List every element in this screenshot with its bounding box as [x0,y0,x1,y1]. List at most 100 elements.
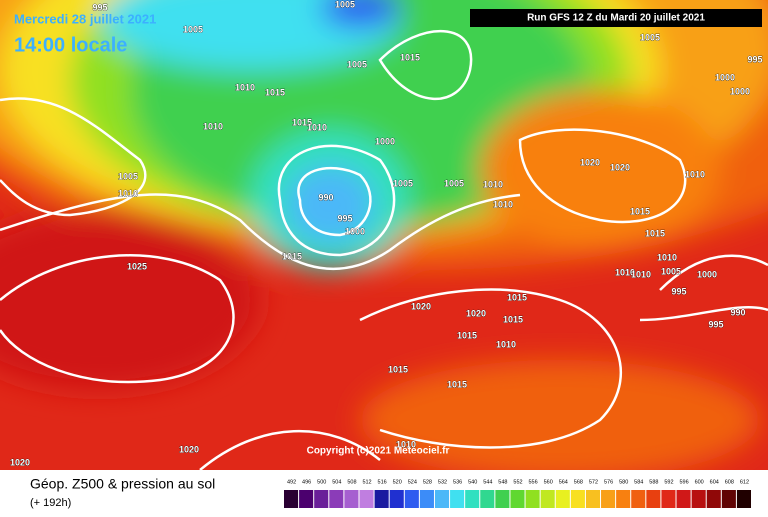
isobar-label: 995 [337,213,352,223]
scale-swatch [299,490,314,508]
isobar-label: 1010 [307,122,327,132]
isobar-label: 990 [730,307,745,317]
scale-swatch [404,490,419,508]
scale-swatch [510,490,525,508]
isobar-label: 1015 [282,251,302,261]
scale-swatch [570,490,585,508]
isobar-label: 1020 [179,444,199,454]
scale-swatch [344,490,359,508]
scale-label: 584 [634,479,643,485]
isobar-label: 995 [92,2,107,12]
scale-swatch [525,490,540,508]
scale-swatch [329,490,344,508]
scale-swatch [721,490,736,508]
scale-label: 536 [453,479,462,485]
scale-swatch [601,490,616,508]
isobar-label: 1015 [457,330,477,340]
scale-label: 568 [574,479,583,485]
scale-label: 500 [317,479,326,485]
isobar-label: 1010 [483,179,503,189]
scale-label: 524 [408,479,417,485]
scale-label: 592 [664,479,673,485]
isobar-label: 1015 [645,228,665,238]
scale-label: 512 [362,479,371,485]
isobar-label: 990 [318,192,333,202]
scale-label: 504 [332,479,341,485]
scale-label: 508 [347,479,356,485]
scale-swatch [736,490,751,508]
scale-swatch [284,490,299,508]
valid-time: 14:00 locale [14,34,127,56]
legend-title: Géop. Z500 & pression au sol [30,476,215,492]
scale-label: 548 [498,479,507,485]
isobar-label: 1015 [292,117,312,127]
isobar-label: 1015 [265,87,285,97]
scale-label: 556 [529,479,538,485]
isobar-label: 1015 [400,52,420,62]
scale-label: 596 [679,479,688,485]
isobar-label: 1020 [10,457,30,467]
scale-swatch [540,490,555,508]
scale-swatch [616,490,631,508]
scale-label: 492 [287,479,296,485]
isobar-label: 1005 [118,171,138,181]
isobar-label: 995 [671,286,686,296]
isobar-label: 1005 [335,0,355,9]
scale-swatch [480,490,495,508]
isobar-label: 1010 [203,121,223,131]
isobars [0,29,768,470]
scale-label: 552 [513,479,522,485]
scale-label: 588 [649,479,658,485]
scale-swatch [359,490,374,508]
isobar-label: 1010 [685,169,705,179]
isobar-label: 1010 [493,199,513,209]
scale-swatch [419,490,434,508]
isobar-label: 1015 [507,292,527,302]
scale-label: 528 [423,479,432,485]
scale-label: 540 [468,479,477,485]
isobar-label: 1010 [235,82,255,92]
isobar-label: 1000 [730,86,750,96]
isobar-label: 995 [708,319,723,329]
isobar-label: 1020 [466,308,486,318]
scale-label: 520 [393,479,402,485]
isobar-label: 1020 [610,162,630,172]
valid-date: Mercredi 28 juillet 2021 [14,11,156,26]
scale-label: 604 [710,479,719,485]
isobar-label: 1000 [375,136,395,146]
scale-label: 544 [483,479,492,485]
scale-label: 496 [302,479,311,485]
run-info: Run GFS 12 Z du Mardi 20 juillet 2021 [527,13,705,24]
scale-swatch [450,490,465,508]
scale-swatch [314,490,329,508]
scale-label: 564 [559,479,568,485]
scale-label: 532 [438,479,447,485]
isobar-label: 1005 [393,178,413,188]
isobar-label: 1000 [345,226,365,236]
isobar-label: 1000 [715,72,735,82]
copyright: Copyright (c)2021 Meteociel.fr [307,446,450,457]
scale-swatch [631,490,646,508]
scale-swatch [691,490,706,508]
isobar-label: 995 [747,54,762,64]
scale-swatch [646,490,661,508]
scale-swatch [555,490,570,508]
scale-label: 576 [604,479,613,485]
isobar-label: 1010 [496,339,516,349]
scale-swatch [465,490,480,508]
isobar-label: 1005 [444,178,464,188]
scale-swatch [389,490,404,508]
scale-label: 572 [589,479,598,485]
isobar-label: 1005 [183,24,203,34]
isobar-label: 1005 [661,266,681,276]
isobar-label: 1025 [127,261,147,271]
isobar-label: 1015 [630,206,650,216]
scale-label: 612 [740,479,749,485]
scale-swatch [585,490,601,508]
isobar-label: 1005 [640,32,660,42]
scale-swatch [434,490,450,508]
scale-label: 600 [695,479,704,485]
scale-swatch [676,490,691,508]
scale-swatch [374,490,389,508]
